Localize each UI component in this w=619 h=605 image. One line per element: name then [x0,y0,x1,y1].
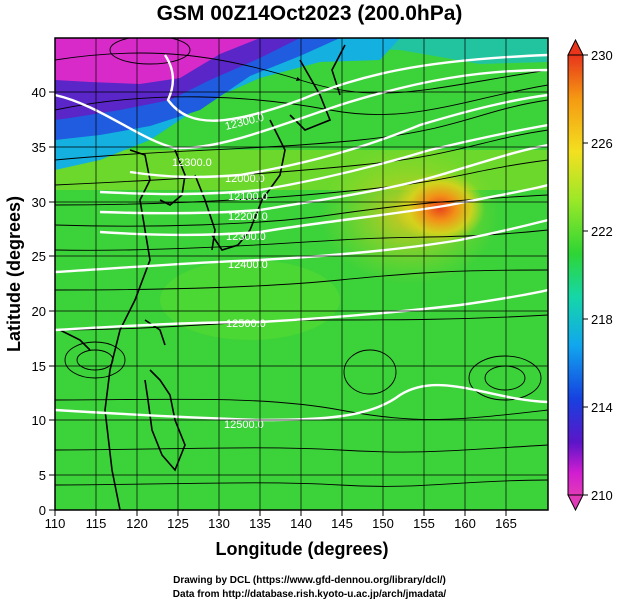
contour-label: 12500.0 [224,419,264,431]
colorbar-label: 222 [591,224,613,239]
y-tick-label: 10 [32,413,46,428]
colorbar-label: 230 [591,48,613,63]
x-tick-label: 115 [86,516,107,531]
y-tick-label: 30 [32,195,46,210]
x-tick-label: 140 [290,516,312,531]
x-tick-label: 150 [372,516,394,531]
contour-label: 12300.0 [226,231,266,243]
x-tick-label: 130 [208,516,230,531]
credit-data: Data from http://database.rish.kyoto-u.a… [172,589,447,600]
y-tick-label: 40 [32,85,46,100]
credit-drawing: Drawing by DCL (https://www.gfd-dennou.o… [173,575,446,586]
wind-streamlines [55,38,548,487]
contour-label: 12200.0 [228,211,268,223]
y-tick-label: 15 [32,359,46,374]
contour-label: 12100.0 [228,191,268,203]
colorbar-label: 210 [591,488,613,503]
y-axis-label: Latitude (degrees) [4,196,24,352]
contour-label: 12400.0 [228,259,268,271]
x-tick-label: 135 [249,516,271,531]
y-tick-label: 35 [32,140,46,155]
axis-ticks [49,91,507,516]
lat-lon-grid [55,38,548,510]
x-tick-label: 145 [331,516,353,531]
x-tick-label: 165 [495,516,517,531]
x-tick-label: 125 [167,516,189,531]
contour-label: 12500.0 [226,318,266,330]
chart-title: GSM 00Z14Oct2023 (200.0hPa) [156,2,463,25]
y-tick-label: 5 [39,468,46,483]
colorbar-label: 218 [591,312,613,327]
x-tick-label: 110 [45,516,66,531]
colorbar-label: 214 [591,400,613,415]
x-tick-label: 120 [126,516,148,531]
height-contours [55,53,548,422]
x-tick-label: 160 [454,516,476,531]
colorbar: 230 226 222 218 214 210 [567,38,613,512]
y-tick-label: 20 [32,304,46,319]
colorbar-label: 226 [591,136,613,151]
y-tick-label: 0 [39,503,46,518]
contour-label: 12300.0 [172,157,212,169]
y-tick-label: 25 [32,249,46,264]
contour-label: 12000.0 [225,173,265,185]
x-tick-label: 155 [413,516,435,531]
x-axis-label: Longitude (degrees) [215,539,388,559]
